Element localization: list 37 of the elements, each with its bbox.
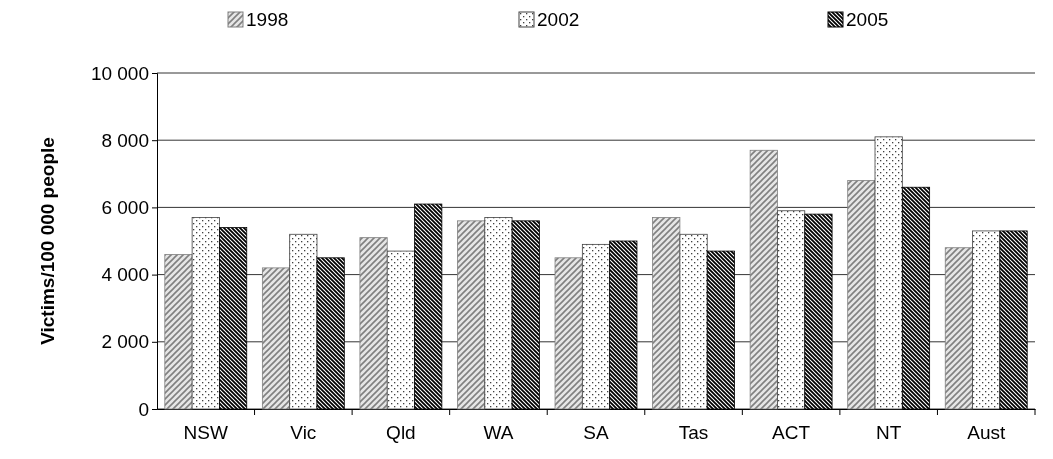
x-tick-label: SA <box>583 421 609 443</box>
bar <box>484 217 513 410</box>
bar <box>874 136 903 410</box>
bar <box>777 210 806 410</box>
legend-label: 2002 <box>537 9 580 30</box>
bar <box>191 217 220 410</box>
x-tick-label: Qld <box>386 421 416 443</box>
bar <box>652 217 681 410</box>
y-axis-title: Victims/100 000 people <box>37 137 58 345</box>
x-tick-label: Aust <box>967 421 1006 443</box>
bar <box>972 230 1001 410</box>
y-tick-label: 0 <box>138 398 149 420</box>
y-tick-label: 8 000 <box>101 129 149 151</box>
bar <box>847 180 876 410</box>
x-tick-label: Tas <box>678 421 709 443</box>
legend-label: 2005 <box>846 9 889 30</box>
y-tick-label: 4 000 <box>101 264 149 286</box>
y-tick-label: 2 000 <box>101 331 149 353</box>
bar <box>289 233 318 410</box>
y-tick-label: 10 000 <box>90 62 149 84</box>
bar <box>359 237 388 410</box>
bar <box>386 250 415 410</box>
legend-label: 1998 <box>246 9 289 30</box>
x-tick-label: NT <box>876 421 902 443</box>
bar <box>554 257 583 410</box>
bar <box>164 254 193 410</box>
x-tick-label: ACT <box>772 421 811 443</box>
x-tick-label: NSW <box>183 421 229 443</box>
bar <box>749 149 778 410</box>
bar <box>581 243 611 410</box>
bar <box>679 233 708 410</box>
bar <box>944 247 973 410</box>
x-tick-label: WA <box>483 421 514 443</box>
y-tick-label: 6 000 <box>101 196 149 218</box>
bar <box>261 267 291 410</box>
x-tick-label: Vic <box>290 421 317 443</box>
bar <box>457 220 486 410</box>
